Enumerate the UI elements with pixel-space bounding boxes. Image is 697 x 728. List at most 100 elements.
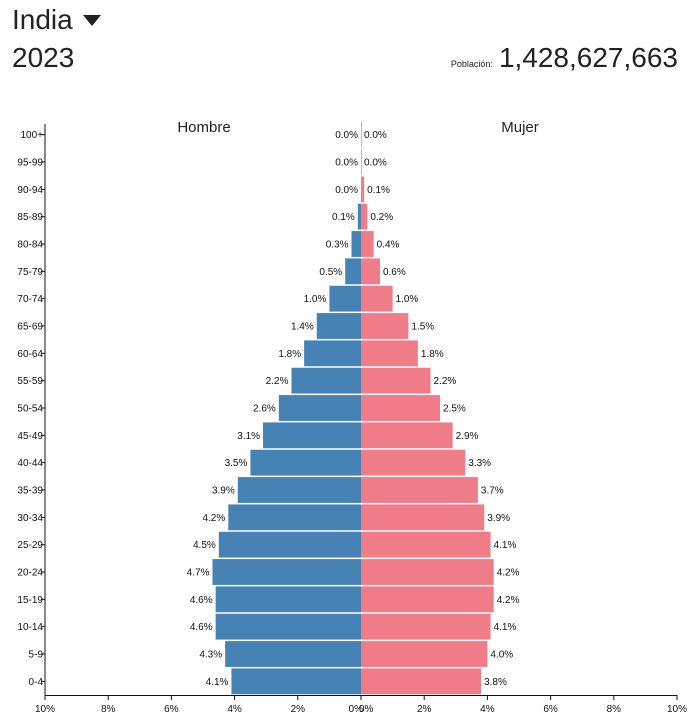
label-male-75-79: 0.5%	[319, 267, 342, 278]
y-tick-label-20-24: 20-24	[17, 568, 43, 579]
bar-male-15-19	[215, 586, 361, 613]
bar-female-70-74	[361, 285, 393, 312]
label-male-5-9: 4.3%	[199, 650, 222, 661]
legend-hombre: Hombre	[177, 119, 230, 136]
label-male-20-24: 4.7%	[187, 568, 210, 579]
bar-male-35-39	[237, 477, 361, 503]
y-tick-label-65-69: 65-69	[17, 322, 43, 333]
label-female-15-19: 4.2%	[497, 595, 520, 606]
y-tick-label-100+: 100+	[20, 130, 43, 141]
label-male-0-4: 4.1%	[206, 677, 229, 688]
bar-male-50-54	[278, 395, 361, 421]
label-female-25-29: 4.1%	[494, 540, 517, 551]
label-male-15-19: 4.6%	[190, 595, 213, 606]
y-tick-label-40-44: 40-44	[17, 458, 43, 469]
country-selector[interactable]: India	[12, 4, 101, 36]
legend-mujer: Mujer	[501, 119, 539, 136]
bar-female-85-89	[361, 203, 368, 230]
bar-female-90-94	[361, 176, 365, 203]
y-tick-label-75-79: 75-79	[17, 267, 43, 278]
bar-female-5-9	[361, 641, 488, 667]
bar-male-55-59	[291, 367, 361, 394]
y-tick-label-55-59: 55-59	[17, 376, 43, 387]
x-tick-label-4: 2%	[291, 704, 306, 715]
label-male-90-94: 0.0%	[335, 185, 358, 196]
bar-male-60-64	[304, 340, 361, 367]
x-tick-label-9: 6%	[543, 704, 558, 715]
label-male-35-39: 3.9%	[212, 486, 235, 497]
bar-male-10-14	[215, 613, 361, 640]
label-female-65-69: 1.5%	[411, 322, 434, 333]
label-female-60-64: 1.8%	[421, 349, 444, 360]
label-male-25-29: 4.5%	[193, 540, 216, 551]
bar-male-25-29	[218, 531, 361, 558]
bar-male-45-49	[263, 422, 361, 449]
caret-down-icon[interactable]	[82, 14, 101, 26]
year-label: 2023	[12, 42, 75, 73]
label-female-90-94: 0.1%	[367, 185, 390, 196]
label-female-0-4: 3.8%	[484, 677, 507, 688]
bar-female-0-4	[361, 668, 482, 695]
bar-female-15-19	[361, 586, 494, 613]
label-male-40-44: 3.5%	[225, 458, 248, 469]
bar-male-70-74	[329, 285, 361, 312]
label-female-100+: 0.0%	[364, 130, 387, 141]
x-tick-label-11: 10%	[667, 704, 687, 715]
bar-female-55-59	[361, 367, 431, 394]
label-male-30-34: 4.2%	[202, 513, 225, 524]
y-tick-label-70-74: 70-74	[17, 294, 43, 305]
label-male-100+: 0.0%	[335, 130, 358, 141]
y-tick-label-50-54: 50-54	[17, 404, 43, 415]
y-tick-label-90-94: 90-94	[17, 185, 43, 196]
bar-male-0-4	[231, 668, 361, 695]
x-tick-label-6: 0%	[359, 704, 374, 715]
label-female-30-34: 3.9%	[487, 513, 510, 524]
bar-female-75-79	[361, 258, 380, 285]
label-male-50-54: 2.6%	[253, 404, 276, 415]
y-tick-label-60-64: 60-64	[17, 349, 43, 360]
label-female-5-9: 4.0%	[490, 650, 513, 661]
y-tick-label-15-19: 15-19	[17, 595, 43, 606]
bar-female-50-54	[361, 395, 440, 421]
label-female-95-99: 0.0%	[364, 158, 387, 169]
x-tick-label-2: 6%	[164, 704, 179, 715]
x-tick-label-1: 8%	[101, 704, 116, 715]
y-tick-label-80-84: 80-84	[17, 240, 43, 251]
y-tick-label-10-14: 10-14	[17, 622, 43, 633]
label-female-80-84: 0.4%	[377, 240, 400, 251]
y-tick-label-5-9: 5-9	[29, 650, 44, 661]
y-tick-label-25-29: 25-29	[17, 540, 43, 551]
x-tick-label-5: 0%	[349, 704, 364, 715]
country-name: India	[12, 4, 73, 35]
bar-female-40-44	[361, 449, 466, 476]
bar-male-85-89	[357, 203, 361, 230]
bar-female-65-69	[361, 313, 409, 339]
bar-female-80-84	[361, 231, 374, 257]
bar-female-45-49	[361, 422, 453, 449]
label-female-70-74: 1.0%	[396, 294, 419, 305]
x-tick-label-10: 8%	[607, 704, 622, 715]
population-label: Población:	[450, 59, 493, 69]
label-male-65-69: 1.4%	[291, 322, 314, 333]
label-female-75-79: 0.6%	[383, 267, 406, 278]
x-tick-label-8: 4%	[480, 704, 495, 715]
bar-male-30-34	[228, 504, 361, 531]
y-tick-label-95-99: 95-99	[17, 158, 43, 169]
label-female-55-59: 2.2%	[434, 376, 457, 387]
label-male-85-89: 0.1%	[332, 212, 355, 223]
label-male-60-64: 1.8%	[278, 349, 301, 360]
y-tick-label-45-49: 45-49	[17, 431, 43, 442]
bar-female-25-29	[361, 531, 491, 558]
bar-male-40-44	[250, 449, 361, 476]
label-male-10-14: 4.6%	[190, 622, 213, 633]
label-female-20-24: 4.2%	[497, 568, 520, 579]
y-tick-label-30-34: 30-34	[17, 513, 43, 524]
bar-female-30-34	[361, 504, 485, 531]
population-value: 1,428,627,663	[498, 42, 678, 73]
y-tick-label-35-39: 35-39	[17, 486, 43, 497]
y-tick-label-85-89: 85-89	[17, 212, 43, 223]
x-tick-label-0: 10%	[35, 704, 55, 715]
bar-male-20-24	[212, 559, 361, 585]
bar-female-20-24	[361, 559, 494, 585]
